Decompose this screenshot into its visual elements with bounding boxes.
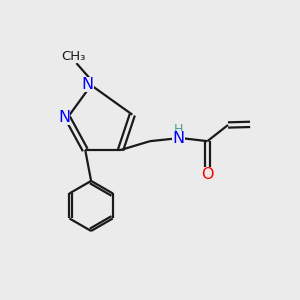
Text: N: N xyxy=(82,77,94,92)
Text: O: O xyxy=(201,167,214,182)
Text: CH₃: CH₃ xyxy=(61,50,86,63)
Text: H: H xyxy=(173,124,183,136)
Text: N: N xyxy=(172,131,184,146)
Text: N: N xyxy=(58,110,70,124)
